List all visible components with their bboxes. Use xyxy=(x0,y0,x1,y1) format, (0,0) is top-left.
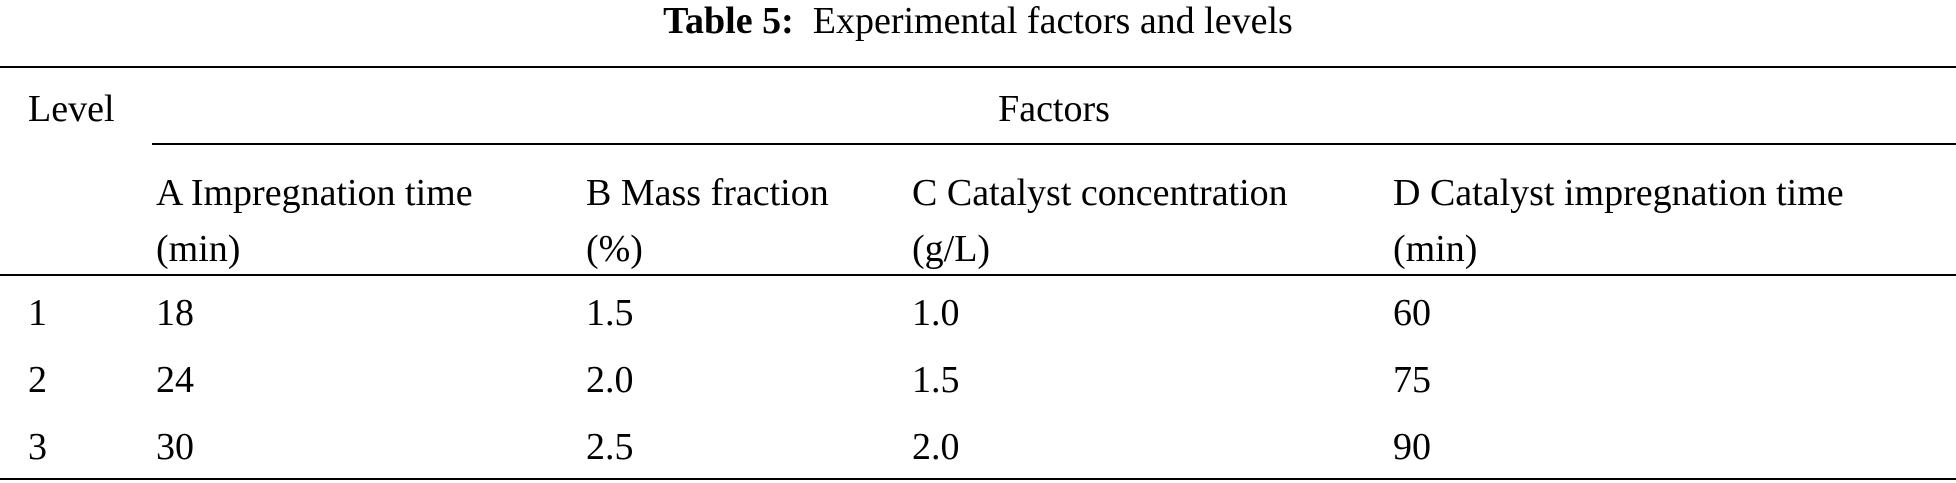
row-1-level: 1 xyxy=(28,292,47,334)
factors-column-header: Factors xyxy=(998,88,1110,130)
factor-a-unit: (min) xyxy=(156,228,241,270)
row-1-factor-c: 1.0 xyxy=(912,292,960,334)
factor-d-unit: (min) xyxy=(1393,228,1478,270)
row-3-level: 3 xyxy=(28,426,47,468)
factor-b-unit: (%) xyxy=(586,228,643,270)
level-column-header: Level xyxy=(28,88,115,130)
table-top-rule xyxy=(0,66,1956,68)
table-header-rule xyxy=(0,274,1956,276)
row-3-factor-b: 2.5 xyxy=(586,426,634,468)
factors-span-rule xyxy=(152,143,1956,145)
row-2-level: 2 xyxy=(28,359,47,401)
row-3-factor-d: 90 xyxy=(1393,426,1431,468)
table-caption: Table 5: Experimental factors and levels xyxy=(0,0,1956,50)
row-3-factor-a: 30 xyxy=(156,426,194,468)
factor-d-name: D Catalyst impregnation time xyxy=(1393,172,1844,214)
row-2-factor-d: 75 xyxy=(1393,359,1431,401)
table-caption-text: Experimental factors and levels xyxy=(812,0,1293,42)
row-1-factor-a: 18 xyxy=(156,292,194,334)
row-2-factor-c: 1.5 xyxy=(912,359,960,401)
row-1-factor-d: 60 xyxy=(1393,292,1431,334)
table-bottom-rule xyxy=(0,478,1956,480)
factor-b-name: B Mass fraction xyxy=(586,172,829,214)
row-1-factor-b: 1.5 xyxy=(586,292,634,334)
row-2-factor-b: 2.0 xyxy=(586,359,634,401)
row-3-factor-c: 2.0 xyxy=(912,426,960,468)
factor-c-unit: (g/L) xyxy=(912,228,991,270)
row-2-factor-a: 24 xyxy=(156,359,194,401)
factor-a-name: A Impregnation time xyxy=(156,172,473,214)
caption-spacer xyxy=(794,0,813,42)
factor-c-name: C Catalyst concentration xyxy=(912,172,1288,214)
table-caption-label: Table 5: xyxy=(663,0,794,42)
